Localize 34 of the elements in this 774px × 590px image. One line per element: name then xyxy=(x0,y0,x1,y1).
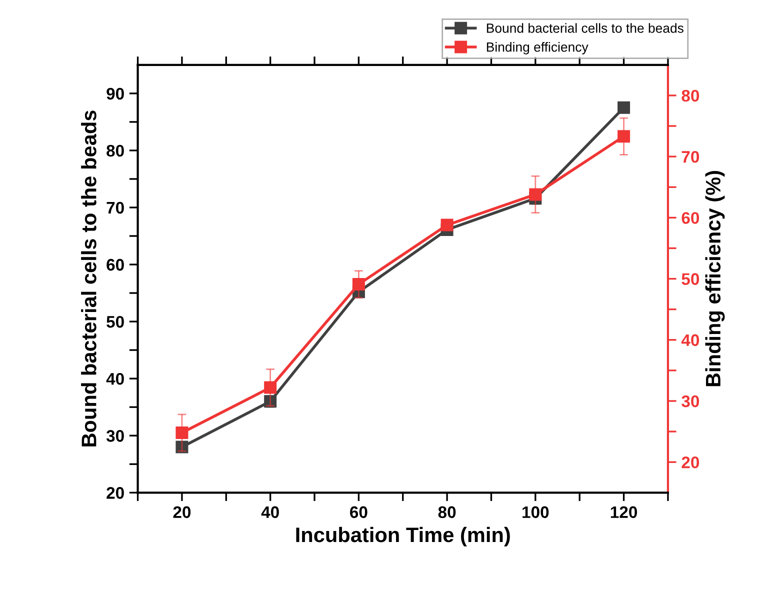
x-tick-label: 100 xyxy=(522,506,549,518)
point xyxy=(352,278,365,291)
y2-tick-label: 60 xyxy=(682,212,700,224)
x-tick-label: 20 xyxy=(173,506,191,518)
y-tick-label: 30 xyxy=(106,430,124,442)
x-tick-label: 60 xyxy=(350,506,368,518)
y2-axis-title: Binding efficiency (%) xyxy=(705,170,725,386)
y-tick-label: 40 xyxy=(106,372,124,385)
legend-label: Bound bacterial cells to the beads xyxy=(486,23,684,33)
y-tick-label: 70 xyxy=(106,202,124,214)
x-tick-label: 80 xyxy=(438,506,456,518)
legend-label: Binding efficiency xyxy=(486,42,588,54)
x-tick-label: 40 xyxy=(261,506,279,518)
y-axis-title: Bound bacterial cells to the beads xyxy=(81,110,96,446)
point xyxy=(440,218,454,232)
x-axis-title: Incubation Time (min) xyxy=(296,526,510,546)
y-tick-label: 80 xyxy=(106,144,124,157)
y2-tick-label: 80 xyxy=(682,90,700,102)
point xyxy=(176,440,188,454)
y2-tick-label: 50 xyxy=(682,273,700,285)
y2-tick-label: 70 xyxy=(682,150,700,163)
point xyxy=(618,130,630,143)
y-tick-label: 50 xyxy=(106,316,124,328)
point xyxy=(529,188,542,201)
point xyxy=(618,101,630,114)
x-tick-label: 120 xyxy=(610,506,637,518)
point xyxy=(176,426,188,440)
y2-tick-label: 20 xyxy=(682,456,700,468)
y-tick-label: 60 xyxy=(106,258,124,271)
y2-tick-label: 40 xyxy=(681,334,700,346)
y-tick-label: 20 xyxy=(106,487,124,499)
point xyxy=(264,381,277,394)
y-tick-label: 90 xyxy=(106,88,124,100)
y2-tick-label: 30 xyxy=(682,395,700,408)
